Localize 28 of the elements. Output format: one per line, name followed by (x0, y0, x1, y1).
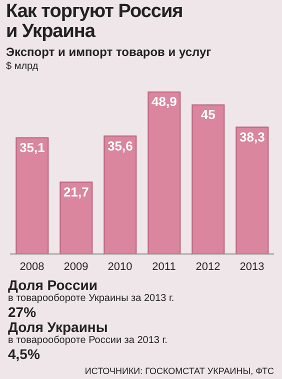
bar (148, 92, 181, 254)
text: 27% (8, 304, 38, 320)
text: 4,5% (8, 346, 41, 362)
x-tick-label: 2009 (64, 260, 88, 273)
x-tick-label: 2010 (108, 260, 132, 273)
x-tick-label: 2008 (20, 260, 44, 273)
text: Доля Украины (8, 319, 109, 335)
data-label: 35,6 (108, 138, 133, 154)
bar (192, 104, 225, 254)
data-label: 48,9 (152, 94, 177, 110)
y-axis-title: $ млрд (6, 61, 38, 72)
x-tick-label: 2012 (196, 260, 220, 273)
x-tick-label: 2013 (240, 260, 264, 273)
text: ИСТОЧНИКИ: ГОСКОМСТАТ УКРАИНЫ, ФТС (84, 366, 275, 376)
data-label: 35,1 (20, 140, 45, 155)
x-tick-label: 2011 (152, 260, 176, 273)
data-label: 21,7 (64, 184, 89, 200)
chart-title: Как торгуют Россия и Украина (6, 1, 184, 42)
data-label: 38,3 (240, 129, 265, 144)
chart-subtitle: Экспорт и импорт товаров и услуг (6, 45, 212, 59)
bar (236, 126, 269, 254)
bar (104, 136, 137, 254)
text: в товарообороте России за 2013 г. (8, 335, 168, 346)
data-label: 45 (200, 107, 216, 122)
text: в товарообороте Украины за 2013 г. (8, 293, 176, 304)
text: Доля России (8, 277, 98, 293)
bar (16, 137, 49, 254)
bar (60, 182, 93, 254)
